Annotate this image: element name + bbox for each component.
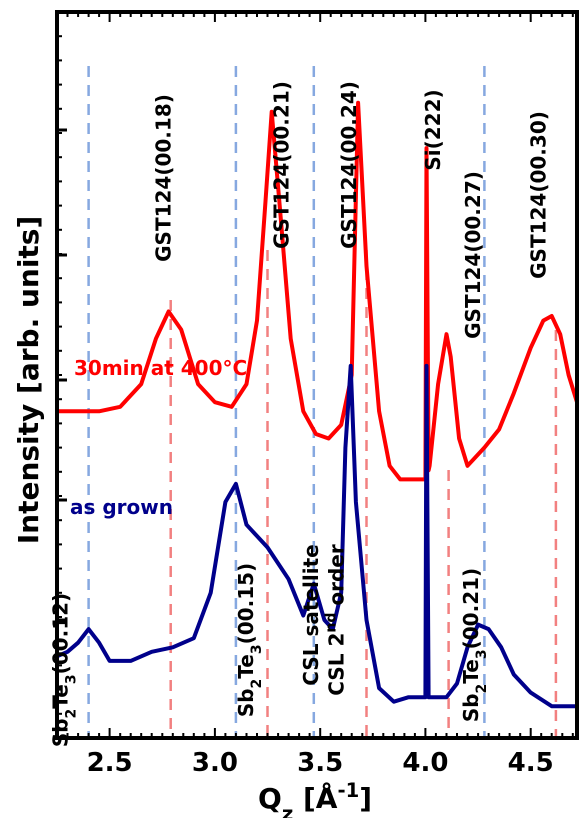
peak-label: Sb2Te3(00.12) [49,593,80,747]
peak-label: CSL satellite [299,544,323,685]
peak-label: Sb2Te3(00.21) [459,568,490,722]
peak-labels: GST124(00.18) GST124(00.21) GST124(00.24) G… [49,81,551,747]
x-tick-label: 4.5 [508,748,554,778]
peak-label: Sb2Te3(00.15) [234,563,265,717]
plot-frame [55,10,579,740]
data-series [56,100,579,709]
series-label-as-grown: as grown [70,495,173,519]
series-line-as-grown [56,363,577,709]
x-tick-label: 3.5 [297,748,343,778]
x-tick-labels: 2.5 3.0 3.5 4.0 4.5 [87,748,554,778]
csl-2nd-order-label: CSL 2nd order [323,544,348,696]
x-tick-label: 3.0 [192,748,238,778]
series-label-annealed: 30min at 400°C [74,356,247,380]
peak-label: GST124(00.21) [270,81,294,249]
peak-label: GST124(00.30) [526,111,550,279]
series-line-annealed [57,100,579,482]
si222-label: Si(222) [421,89,445,170]
peak-label: GST124(00.18) [152,94,176,262]
peak-label: GST124(00.24) [337,81,361,249]
y-axis-title: Intensity [arb. units] [12,216,45,545]
x-tick-label: 4.0 [402,748,448,778]
peak-label: GST124(00.27) [461,171,485,339]
x-tick-label: 2.5 [87,748,133,778]
x-axis-title: Qz [Å-1] [258,779,372,818]
